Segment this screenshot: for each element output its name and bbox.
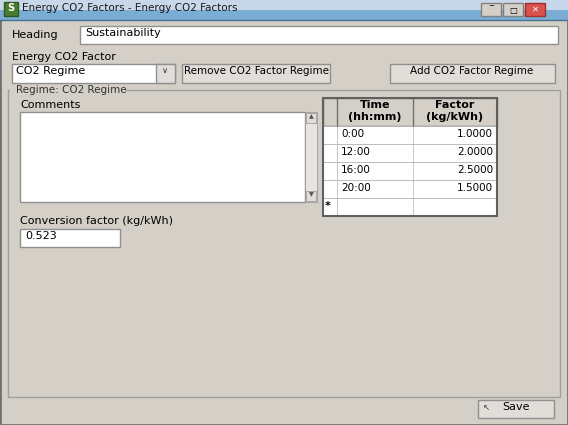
Text: Add CO2 Factor Regime: Add CO2 Factor Regime [410, 66, 533, 76]
Text: Energy CO2 Factors - Energy CO2 Factors: Energy CO2 Factors - Energy CO2 Factors [22, 3, 237, 13]
Text: ▼: ▼ [308, 192, 314, 197]
Bar [323, 144, 497, 162]
Bar [156, 64, 175, 83]
Text: ✕: ✕ [532, 5, 538, 14]
Text: 0.523: 0.523 [25, 231, 57, 241]
Text: Comments: Comments [20, 100, 81, 110]
Bar [323, 162, 497, 180]
Text: 1.0000: 1.0000 [457, 129, 493, 139]
Text: 1.5000: 1.5000 [457, 183, 493, 193]
Bar [481, 3, 501, 16]
Bar [8, 90, 560, 397]
Text: *: * [325, 201, 331, 211]
Bar [20, 112, 305, 202]
Bar [323, 98, 497, 126]
Text: 2.0000: 2.0000 [457, 147, 493, 157]
Bar [525, 3, 545, 16]
Text: 12:00: 12:00 [341, 147, 371, 157]
Bar [323, 180, 497, 198]
Text: Time
(hh:mm): Time (hh:mm) [348, 100, 402, 122]
Bar [323, 198, 497, 216]
Text: Conversion factor (kg/kWh): Conversion factor (kg/kWh) [20, 216, 173, 226]
Bar [80, 26, 558, 44]
Bar [503, 3, 523, 16]
Bar [4, 2, 18, 16]
Bar [0, 0, 568, 10]
Text: ─: ─ [489, 3, 493, 9]
Text: Energy CO2 Factor: Energy CO2 Factor [12, 52, 116, 62]
Text: ↖: ↖ [483, 403, 490, 413]
Text: Regime: CO2 Regime: Regime: CO2 Regime [16, 85, 127, 95]
Text: Heading: Heading [12, 30, 59, 40]
Bar [20, 229, 120, 247]
Bar [323, 98, 497, 216]
Text: 20:00: 20:00 [341, 183, 371, 193]
Bar [182, 64, 330, 83]
Bar [306, 191, 316, 201]
Bar [10, 89, 125, 99]
Text: Factor
(kg/kWh): Factor (kg/kWh) [427, 100, 483, 122]
Bar [0, 10, 568, 20]
Text: S: S [7, 3, 15, 12]
Bar [12, 64, 175, 83]
Text: ▲: ▲ [308, 114, 314, 119]
Text: □: □ [509, 6, 517, 14]
Bar [306, 113, 316, 123]
Text: 2.5000: 2.5000 [457, 165, 493, 175]
Bar [478, 400, 554, 418]
Text: Sustainability: Sustainability [85, 28, 161, 38]
Text: ∨: ∨ [162, 65, 168, 74]
Text: Save: Save [502, 402, 530, 412]
Bar [390, 64, 555, 83]
Bar [323, 126, 497, 144]
Text: Remove CO2 Factor Regime: Remove CO2 Factor Regime [183, 66, 328, 76]
Text: 16:00: 16:00 [341, 165, 371, 175]
Text: CO2 Regime: CO2 Regime [16, 66, 85, 76]
Text: 0:00: 0:00 [341, 129, 364, 139]
Bar [305, 112, 317, 202]
